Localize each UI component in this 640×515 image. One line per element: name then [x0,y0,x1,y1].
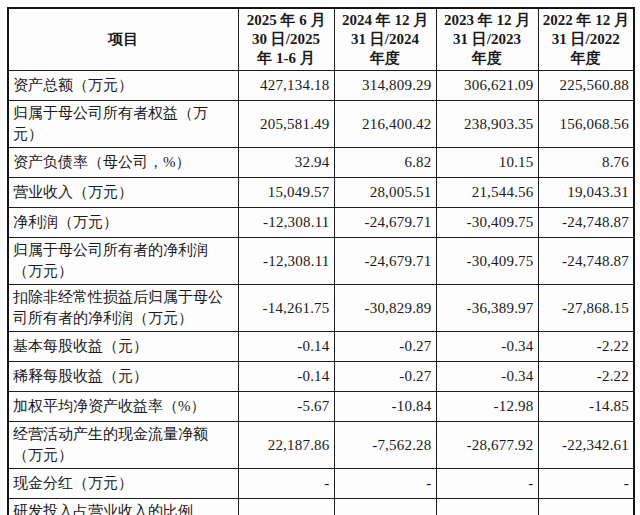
value-cell: -0.14 [238,332,334,362]
table-row: 资产总额（万元） 427,134.18 314,809.29 306,621.0… [8,71,634,101]
column-header-period-2023: 2023 年 12 月 31 日/2023 年度 [436,8,538,71]
table-header-row: 项目 2025 年 6 月 30 日/2025 年 1-6 月 2024 年 1… [8,8,634,71]
table-row: 现金分红（万元） - - - - [8,469,634,499]
value-cell: -30,829.89 [334,285,436,332]
table-row: 资产负债率（母公司，%） 32.94 6.82 10.15 8.76 [8,148,634,178]
table-row: 净利润（万元） -12,308.11 -24,679.71 -30,409.75… [8,208,634,238]
value-cell: -27,868.15 [538,285,634,332]
value-cell: 124.48 [538,499,634,515]
column-header-item: 项目 [8,8,238,71]
row-label: 营业收入（万元） [8,178,238,208]
value-cell: -5.67 [238,392,334,422]
table-row: 基本每股收益（元） -0.14 -0.27 -0.34 -2.22 [8,332,634,362]
value-cell: 427,134.18 [238,71,334,101]
row-label: 加权平均净资产收益率（%） [8,392,238,422]
value-cell: - [436,469,538,499]
value-cell: -0.34 [436,332,538,362]
value-cell: 216,400.42 [334,101,436,148]
table-row: 加权平均净资产收益率（%） -5.67 -10.84 -12.98 -14.85 [8,392,634,422]
value-cell: -24,679.71 [334,238,436,285]
value-cell: 205,581.49 [238,101,334,148]
value-cell: 19,043.31 [538,178,634,208]
value-cell: 80.23 [238,499,334,515]
table-row: 扣除非经常性损益后归属于母公司所有者的净利润（万元） -14,261.75 -3… [8,285,634,332]
row-label: 归属于母公司所有者权益（万元） [8,101,238,148]
table-row: 归属于母公司所有者的净利润（万元） -12,308.11 -24,679.71 … [8,238,634,285]
value-cell: -7,562.28 [334,422,436,469]
value-cell: -0.27 [334,332,436,362]
value-cell: 15,049.57 [238,178,334,208]
value-cell: -0.34 [436,362,538,392]
value-cell: -14.85 [538,392,634,422]
value-cell: -10.84 [334,392,436,422]
value-cell: 314,809.29 [334,71,436,101]
document-page: 项目 2025 年 6 月 30 日/2025 年 1-6 月 2024 年 1… [0,0,640,515]
value-cell: 306,621.09 [436,71,538,101]
column-header-period-2024: 2024 年 12 月 31 日/2024 年度 [334,8,436,71]
value-cell: 22,187.86 [238,422,334,469]
value-cell: - [334,469,436,499]
value-cell: -12,308.11 [238,208,334,238]
table-row: 经营活动产生的现金流量净额（万元） 22,187.86 -7,562.28 -2… [8,422,634,469]
value-cell: -30,409.75 [436,208,538,238]
table-row: 稀释每股收益（元） -0.14 -0.27 -0.34 -2.22 [8,362,634,392]
column-header-period-2025: 2025 年 6 月 30 日/2025 年 1-6 月 [238,8,334,71]
row-label: 扣除非经常性损益后归属于母公司所有者的净利润（万元） [8,285,238,332]
value-cell: -22,342.61 [538,422,634,469]
value-cell: 156,068.56 [538,101,634,148]
row-label: 归属于母公司所有者的净利润（万元） [8,238,238,285]
value-cell: -24,679.71 [334,208,436,238]
value-cell: 6.82 [334,148,436,178]
table-row: 归属于母公司所有者权益（万元） 205,581.49 216,400.42 23… [8,101,634,148]
value-cell: - [538,469,634,499]
value-cell: 133.35 [436,499,538,515]
value-cell: -12,308.11 [238,238,334,285]
row-label: 资产总额（万元） [8,71,238,101]
value-cell: -12.98 [436,392,538,422]
value-cell: -2.22 [538,362,634,392]
value-cell: -28,677.92 [436,422,538,469]
value-cell: 238,903.35 [436,101,538,148]
row-label: 资产负债率（母公司，%） [8,148,238,178]
value-cell: 32.94 [238,148,334,178]
value-cell: -30,409.75 [436,238,538,285]
value-cell: 10.15 [436,148,538,178]
value-cell: 95.93 [334,499,436,515]
value-cell: 8.76 [538,148,634,178]
row-label: 经营活动产生的现金流量净额（万元） [8,422,238,469]
value-cell: -14,261.75 [238,285,334,332]
row-label: 研发投入占营业收入的比例（%） [8,499,238,515]
financial-summary-table: 项目 2025 年 6 月 30 日/2025 年 1-6 月 2024 年 1… [7,7,635,515]
row-label: 稀释每股收益（元） [8,362,238,392]
value-cell: -36,389.97 [436,285,538,332]
value-cell: -0.27 [334,362,436,392]
row-label: 净利润（万元） [8,208,238,238]
value-cell: 225,560.88 [538,71,634,101]
row-label: 现金分红（万元） [8,469,238,499]
value-cell: 28,005.51 [334,178,436,208]
table-row: 营业收入（万元） 15,049.57 28,005.51 21,544.56 1… [8,178,634,208]
value-cell: -24,748.87 [538,208,634,238]
value-cell: -24,748.87 [538,238,634,285]
table-row: 研发投入占营业收入的比例（%） 80.23 95.93 133.35 124.4… [8,499,634,515]
value-cell: -0.14 [238,362,334,392]
value-cell: -2.22 [538,332,634,362]
column-header-period-2022: 2022 年 12 月 31 日/2022 年度 [538,8,634,71]
value-cell: - [238,469,334,499]
value-cell: 21,544.56 [436,178,538,208]
row-label: 基本每股收益（元） [8,332,238,362]
